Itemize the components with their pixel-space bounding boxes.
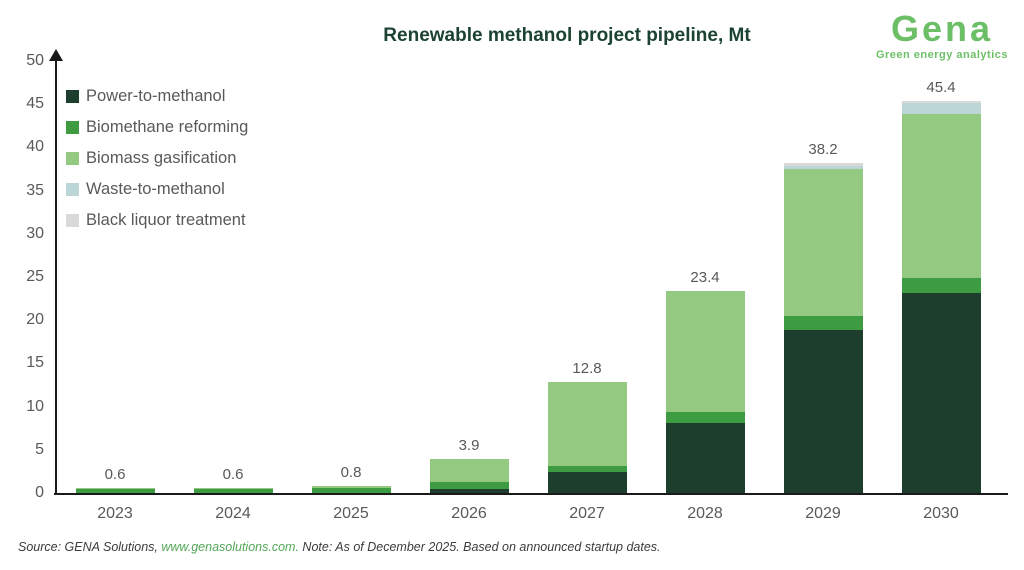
legend-swatch-power-to-methanol-icon bbox=[66, 90, 79, 103]
y-tick-label-35: 35 bbox=[26, 181, 44, 199]
y-tick-label-10: 10 bbox=[26, 397, 44, 415]
y-tick-label-45: 45 bbox=[26, 95, 44, 113]
bar-2023 bbox=[75, 487, 155, 493]
legend-item-waste-to-methanol: Waste-to-methanol bbox=[66, 180, 248, 199]
legend-item-black-liquor-treatment: Black liquor treatment bbox=[66, 211, 248, 230]
x-axis-label-2026: 2026 bbox=[451, 505, 487, 522]
bar-segment-biomethane-reforming bbox=[783, 315, 863, 330]
legend-swatch-waste-to-methanol-icon bbox=[66, 183, 79, 196]
bar-segment-biomass-gasification bbox=[193, 487, 273, 489]
x-axis-label-2029: 2029 bbox=[805, 505, 841, 522]
y-axis-arrow-icon bbox=[49, 49, 63, 61]
bar-segment-biomethane-reforming bbox=[547, 466, 627, 473]
bar-2027 bbox=[547, 382, 627, 493]
legend-label-power-to-methanol: Power-to-methanol bbox=[86, 87, 226, 105]
y-tick-label-20: 20 bbox=[26, 311, 44, 329]
source-text-suffix: Note: As of December 2025. Based on anno… bbox=[298, 540, 661, 554]
legend-label-waste-to-methanol: Waste-to-methanol bbox=[86, 180, 225, 198]
legend-label-black-liquor-treatment: Black liquor treatment bbox=[86, 211, 246, 229]
bar-segment-biomass-gasification bbox=[311, 486, 391, 488]
bar-2026 bbox=[429, 459, 509, 493]
y-tick-label-5: 5 bbox=[35, 440, 44, 458]
bar-value-label-2024: 0.6 bbox=[222, 465, 244, 483]
bar-segment-biomass-gasification bbox=[547, 382, 627, 467]
bar-segment-power-to-methanol bbox=[665, 423, 745, 493]
bar-segment-biomethane-reforming bbox=[665, 411, 745, 424]
bar-segment-biomethane-reforming bbox=[75, 488, 155, 493]
x-axis-label-2028: 2028 bbox=[687, 505, 723, 522]
bar-2024 bbox=[193, 487, 273, 493]
source-text-prefix: Source: GENA Solutions, bbox=[18, 540, 162, 554]
bar-segment-biomass-gasification bbox=[665, 290, 745, 412]
legend-item-power-to-methanol: Power-to-methanol bbox=[66, 87, 248, 106]
bar-2025 bbox=[311, 486, 391, 493]
source-link[interactable]: www.genasolutions.com. bbox=[161, 540, 299, 554]
x-axis-line bbox=[54, 493, 1008, 495]
legend-item-biomass-gasification: Biomass gasification bbox=[66, 149, 248, 168]
legend-swatch-black-liquor-treatment-icon bbox=[66, 214, 79, 227]
bar-value-label-2028: 23.4 bbox=[690, 268, 720, 286]
bar-segment-waste-to-methanol bbox=[901, 103, 981, 114]
bar-segment-biomass-gasification bbox=[75, 487, 155, 489]
x-axis-label-2023: 2023 bbox=[97, 505, 133, 522]
x-axis-label-2027: 2027 bbox=[569, 505, 605, 522]
legend-swatch-biomethane-reforming-icon bbox=[66, 121, 79, 134]
bar-segment-biomass-gasification bbox=[429, 459, 509, 482]
bar-segment-biomass-gasification bbox=[783, 169, 863, 316]
bar-segment-biomethane-reforming bbox=[311, 487, 391, 493]
gena-logo: Gena Green energy analytics bbox=[876, 10, 1008, 61]
x-axis-label-2030: 2030 bbox=[923, 505, 959, 522]
bar-segment-waste-to-methanol bbox=[783, 165, 863, 170]
legend: Power-to-methanol Biomethane reforming Bio… bbox=[66, 87, 248, 242]
legend-swatch-biomass-gasification-icon bbox=[66, 152, 79, 165]
bar-value-label-2025: 0.8 bbox=[340, 464, 362, 482]
bar-segment-biomethane-reforming bbox=[901, 277, 981, 293]
y-tick-label-30: 30 bbox=[26, 224, 44, 242]
y-tick-label-25: 25 bbox=[26, 268, 44, 285]
bar-value-label-2023: 0.6 bbox=[104, 465, 126, 483]
bar-segment-biomass-gasification bbox=[901, 113, 981, 278]
legend-item-biomethane-reforming: Biomethane reforming bbox=[66, 118, 248, 137]
chart-title: Renewable methanol project pipeline, Mt bbox=[383, 25, 751, 46]
y-tick-label-0: 0 bbox=[35, 484, 44, 501]
y-tick-label-40: 40 bbox=[26, 138, 44, 156]
bar-segment-biomethane-reforming bbox=[193, 488, 273, 493]
bar-segment-power-to-methanol bbox=[901, 292, 981, 493]
bar-2029 bbox=[783, 163, 863, 493]
bar-value-label-2026: 3.9 bbox=[458, 437, 480, 455]
y-axis-line bbox=[55, 60, 57, 493]
logo-wordmark: Gena bbox=[890, 8, 993, 49]
bar-segment-power-to-methanol bbox=[547, 472, 627, 493]
bar-2028 bbox=[665, 290, 745, 493]
bar-segment-black-liquor-treatment bbox=[783, 163, 863, 166]
bar-segment-biomethane-reforming bbox=[429, 481, 509, 489]
x-axis-label-2024: 2024 bbox=[215, 505, 251, 522]
y-tick-label-50: 50 bbox=[26, 52, 44, 69]
source-note: Source: GENA Solutions, www.genasolution… bbox=[18, 540, 661, 554]
bar-value-label-2030: 45.4 bbox=[926, 78, 956, 96]
x-axis-label-2025: 2025 bbox=[333, 505, 369, 522]
y-tick-label-15: 15 bbox=[26, 354, 44, 372]
bar-segment-black-liquor-treatment bbox=[901, 100, 981, 104]
bar-value-label-2029: 38.2 bbox=[808, 140, 838, 158]
logo-tagline: Green energy analytics bbox=[875, 48, 1008, 61]
bar-segment-power-to-methanol bbox=[783, 329, 863, 493]
bar-value-label-2027: 12.8 bbox=[572, 360, 602, 378]
legend-label-biomass-gasification: Biomass gasification bbox=[86, 149, 237, 167]
bar-segment-power-to-methanol bbox=[429, 488, 509, 493]
bar-2030 bbox=[901, 100, 981, 493]
legend-label-biomethane-reforming: Biomethane reforming bbox=[86, 118, 249, 136]
